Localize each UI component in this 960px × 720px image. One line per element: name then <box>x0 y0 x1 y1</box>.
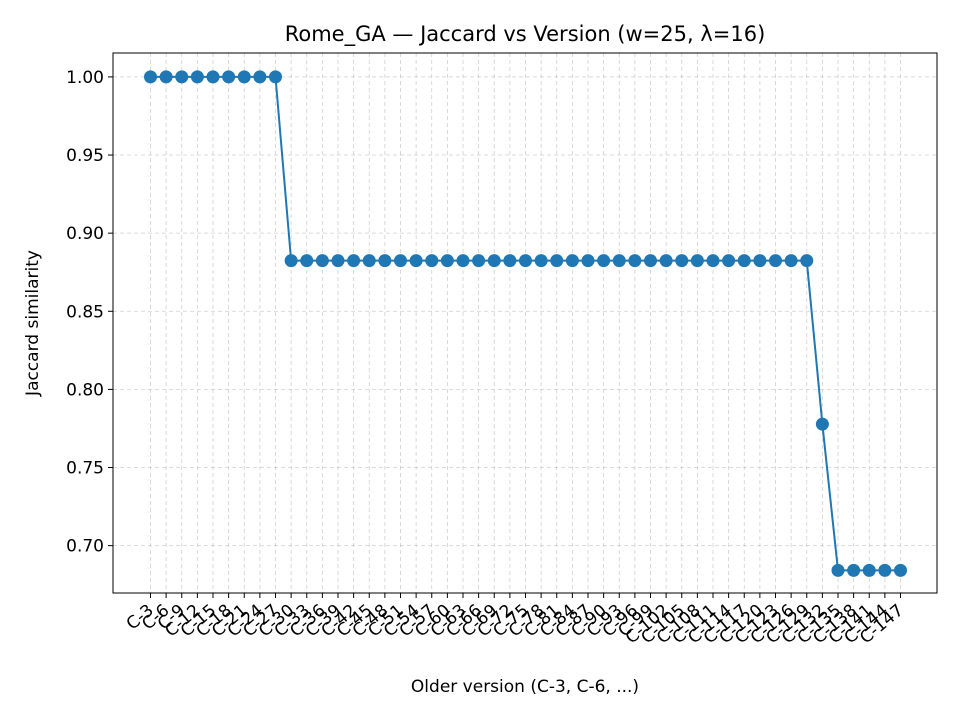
data-point <box>394 254 407 268</box>
data-point <box>222 70 236 84</box>
y-tick-label: 0.75 <box>66 459 104 479</box>
data-point <box>706 254 720 268</box>
data-point <box>347 254 361 268</box>
data-point <box>144 70 157 84</box>
data-point <box>472 254 486 268</box>
data-point <box>253 70 267 84</box>
data-point <box>456 254 470 268</box>
chart-title: Rome_GA — Jaccard vs Version (w=25, λ=16… <box>285 22 766 47</box>
data-point <box>409 254 423 268</box>
y-tick-label: 0.80 <box>66 380 104 400</box>
data-point <box>815 417 829 431</box>
data-point <box>534 254 548 268</box>
data-point <box>847 563 861 577</box>
x-axis-label: Older version (C-3, C-6, ...) <box>411 677 639 697</box>
data-point <box>675 254 689 268</box>
data-point <box>769 254 782 268</box>
data-point <box>690 254 704 268</box>
data-point <box>659 254 673 268</box>
data-point <box>862 563 876 577</box>
y-axis: 0.70 0.75 0.80 0.85 0.90 0.95 1.00 <box>66 68 113 557</box>
data-point <box>284 254 298 268</box>
x-axis: C-3C-6C-9C-12C-15C-18C-21C-24C-27C-30C-3… <box>123 593 908 648</box>
data-point <box>206 70 220 84</box>
data-point <box>175 70 189 84</box>
data-point <box>753 254 767 268</box>
data-point <box>550 254 564 268</box>
data-point <box>440 254 454 268</box>
data-point <box>737 254 751 268</box>
data-point <box>425 254 439 268</box>
data-point <box>628 254 642 268</box>
data-point <box>644 254 657 268</box>
data-point <box>878 563 892 577</box>
data-point <box>190 70 204 84</box>
data-point <box>597 254 611 268</box>
data-point <box>581 254 595 268</box>
data-point <box>894 563 907 577</box>
data-point <box>565 254 579 268</box>
data-point <box>237 70 251 84</box>
data-point <box>722 254 736 268</box>
data-point <box>362 254 376 268</box>
data-point <box>831 563 845 577</box>
grid-lines <box>113 53 937 593</box>
data-point <box>784 254 798 268</box>
data-point <box>612 254 626 268</box>
data-point <box>331 254 345 268</box>
series-layer <box>144 70 907 577</box>
data-point <box>159 70 173 84</box>
data-point <box>269 70 282 84</box>
data-point <box>300 254 314 268</box>
y-tick-label: 0.85 <box>66 302 104 322</box>
data-point <box>487 254 501 268</box>
data-point <box>519 254 532 268</box>
data-point <box>315 254 329 268</box>
y-tick-label: 1.00 <box>66 68 104 88</box>
data-point <box>503 254 517 268</box>
data-point <box>800 254 814 268</box>
y-tick-label: 0.95 <box>66 146 104 166</box>
data-point <box>378 254 392 268</box>
y-tick-label: 0.90 <box>66 224 104 244</box>
y-tick-label: 0.70 <box>66 537 104 557</box>
y-axis-label: Jaccard similarity <box>23 250 43 397</box>
